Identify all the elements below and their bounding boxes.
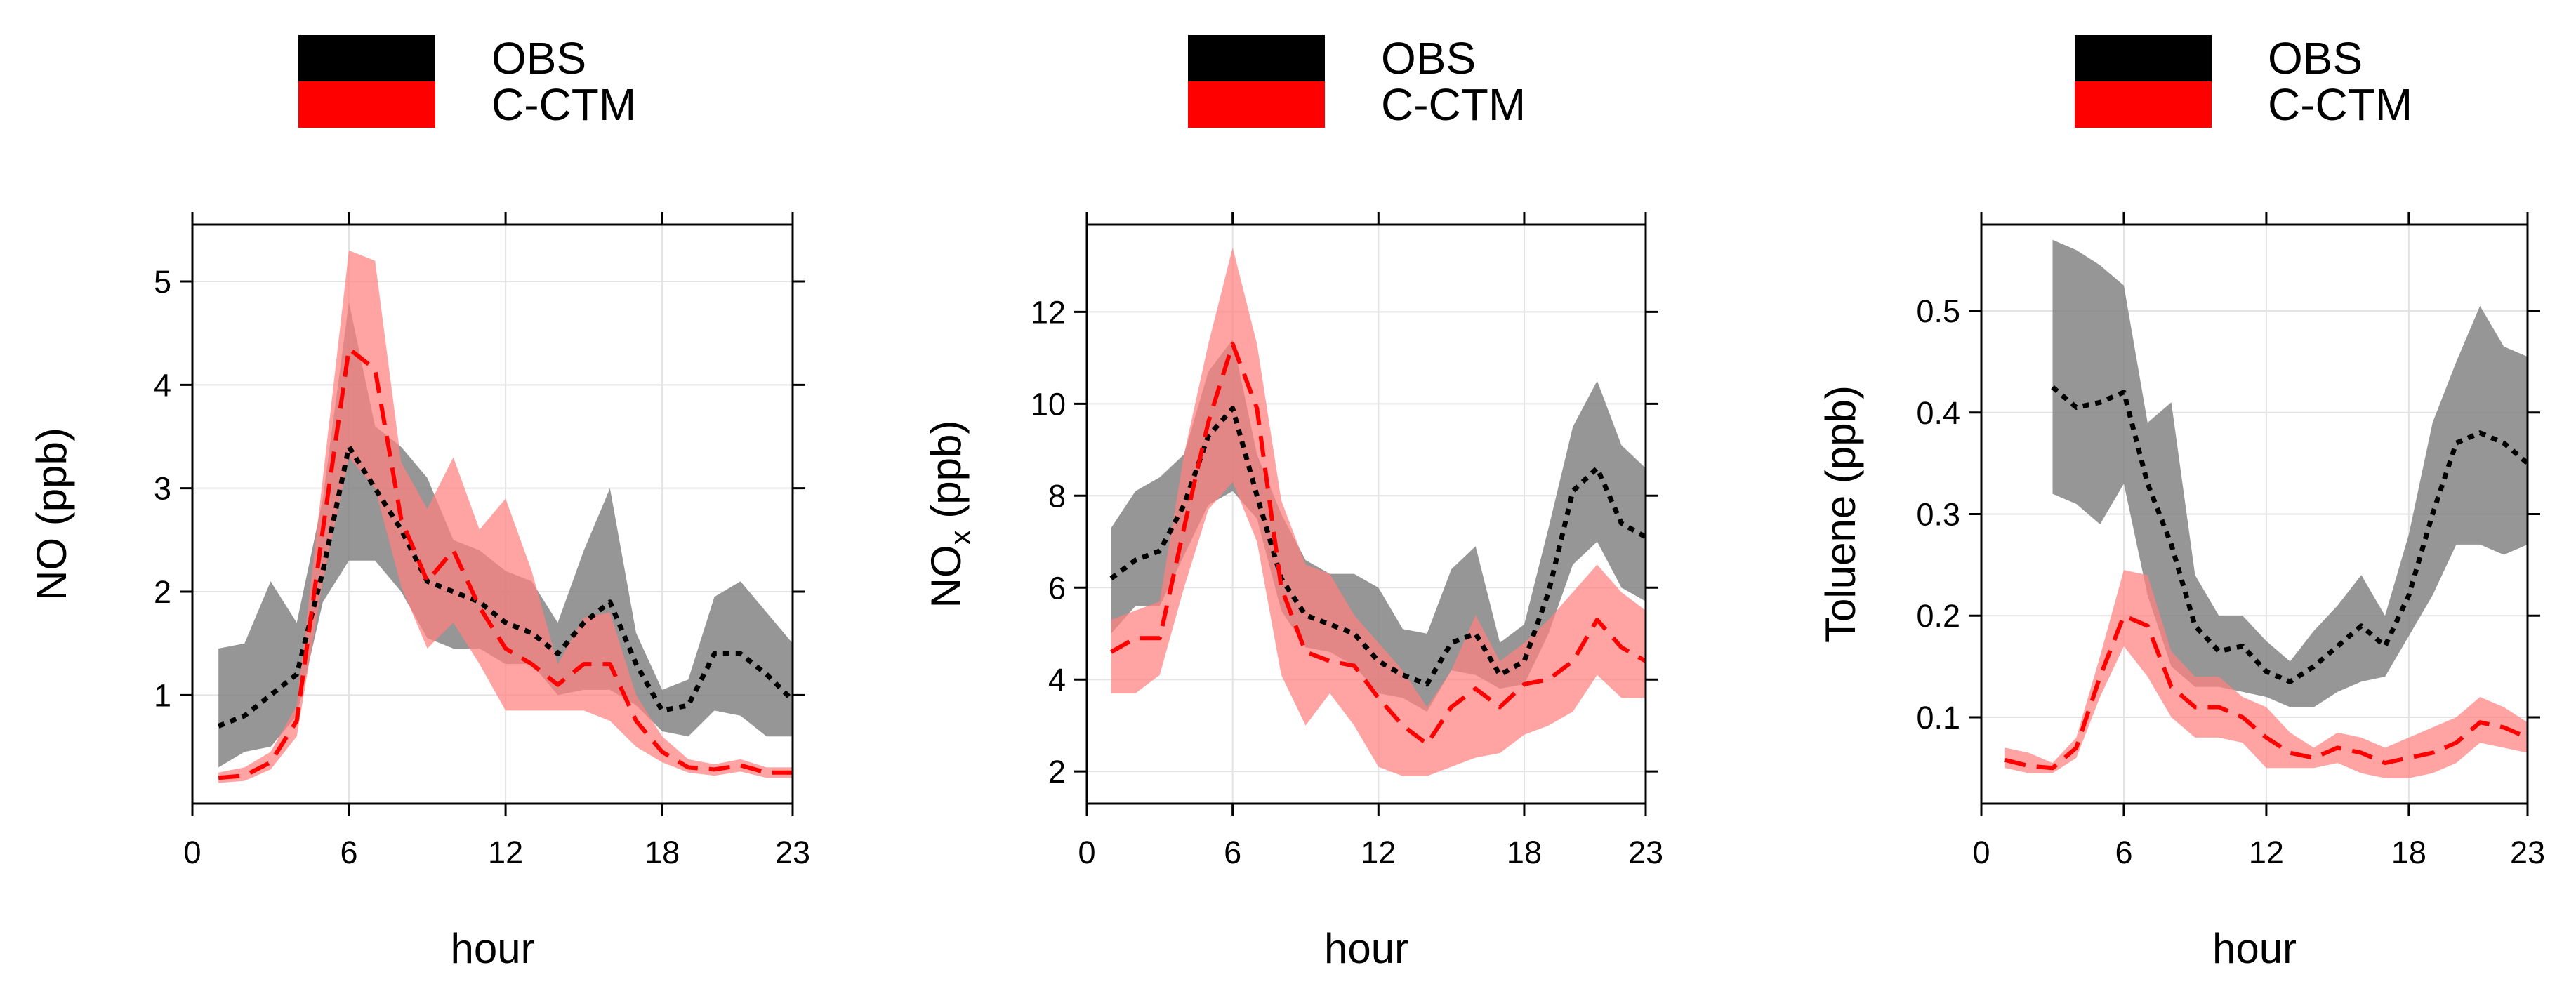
legend-label-obs: OBS [491,33,586,84]
y-axis-title-unit: (ppb) [923,420,970,531]
legend-swatch-obs [1188,35,1325,81]
y-tick-label: 0.1 [1916,700,1960,736]
y-axis-title: NO (ppb) [28,427,75,601]
y-tick-label: 10 [1031,386,1066,422]
y-tick-label: 8 [1048,478,1066,514]
legend-label-obs: OBS [2268,33,2363,84]
x-tick-label: 0 [1972,834,1990,870]
model-range-band [218,250,793,783]
x-tick-label: 0 [1078,834,1095,870]
plot-frame [1085,223,1647,805]
x-tick-label: 6 [341,834,358,870]
legend-swatch-obs [2075,35,2212,81]
y-tick-label: 4 [1048,662,1066,698]
legend-swatch-model [2075,81,2212,128]
obs-mean-line [2051,385,2530,684]
y-tick-label: 0.5 [1916,293,1960,329]
x-tick-label: 23 [2510,834,2545,870]
y-axis-title: NOx (ppb) [923,420,977,608]
x-tick-label: 6 [2115,834,2132,870]
x-tick-label: 12 [2249,834,2284,870]
y-tick-label: 4 [154,367,171,403]
y-axis-title-subscript: x [944,530,977,545]
x-tick-label: 18 [2391,834,2426,870]
legend-label-obs: OBS [1381,33,1476,84]
plot-frame [191,223,794,805]
model-mean-line [218,346,793,780]
x-axis-title: hour [1324,925,1408,972]
obs-range-band [2052,239,2528,707]
model-mean-line [1110,342,1647,746]
legend-swatch-model [298,81,435,128]
y-tick-label: 0.3 [1916,497,1960,533]
x-tick-label: 12 [1361,834,1396,870]
x-tick-label: 6 [1224,834,1241,870]
y-tick-label: 2 [1048,754,1066,790]
y-tick-label: 1 [154,677,171,713]
y-tick-label: 5 [154,264,171,300]
y-axis-title-main: NO [923,545,970,608]
x-tick-label: 12 [488,834,523,870]
legend-label-model: C-CTM [2268,79,2412,130]
y-axis-title-main: NO (ppb) [28,427,75,601]
x-tick-label: 23 [1628,834,1663,870]
y-axis-title: Toluene (ppb) [1817,385,1864,643]
x-tick-label: 18 [645,834,680,870]
y-tick-label: 12 [1031,294,1066,330]
x-axis-title: hour [2212,925,2297,972]
legend-swatch-obs [298,35,435,81]
x-tick-label: 0 [183,834,201,870]
y-tick-label: 6 [1048,570,1066,606]
y-tick-label: 0.2 [1916,598,1960,634]
y-tick-label: 0.4 [1916,395,1960,431]
x-tick-label: 23 [775,834,810,870]
model-mean-line [2004,613,2529,771]
legend-label-model: C-CTM [1381,79,1526,130]
obs-mean-line [217,444,795,729]
y-tick-label: 2 [154,574,171,610]
legend-label-model: C-CTM [491,79,636,130]
x-tick-label: 18 [1507,834,1542,870]
legend-swatch-model [1188,81,1325,128]
x-axis-title: hour [450,925,534,972]
y-axis-title-main: Toluene (ppb) [1817,385,1864,643]
y-tick-label: 3 [154,471,171,507]
